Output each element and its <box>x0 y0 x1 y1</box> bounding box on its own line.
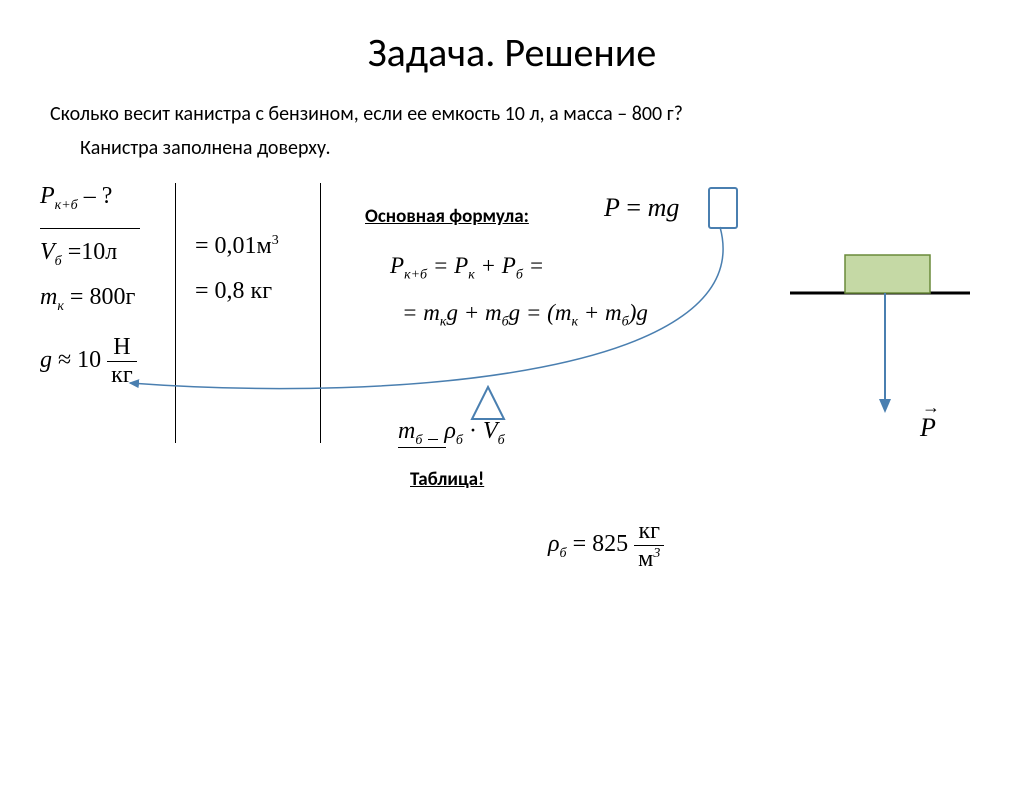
g-unit-frac: Н кг <box>107 334 137 389</box>
sub: б <box>498 433 505 448</box>
s: б <box>622 314 629 329</box>
m-conversion: = 0,8 кг <box>195 278 279 305</box>
density-unit-frac: кг м3 <box>634 518 664 573</box>
given-divider <box>40 228 140 229</box>
unit: м <box>257 233 272 259</box>
sub: к+б <box>55 198 78 213</box>
eq: = <box>620 193 648 222</box>
s: б <box>502 314 509 329</box>
exp: 3 <box>272 233 279 248</box>
val: =10л <box>62 239 118 265</box>
s: к+б <box>404 268 427 283</box>
t: )g <box>629 300 648 325</box>
val: = 800г <box>64 284 135 310</box>
t: = P <box>427 253 468 278</box>
t: = <box>523 253 544 278</box>
problem-line2: Канистра заполнена доверху. <box>80 133 984 163</box>
sym-P: P <box>40 183 55 209</box>
lhs: P <box>604 193 620 222</box>
eq-underline <box>428 439 438 440</box>
main-formula: P = mg <box>604 193 679 223</box>
den: кг <box>107 362 137 389</box>
sub: б <box>415 433 422 448</box>
t: P <box>390 253 404 278</box>
sub: б <box>55 254 62 269</box>
g-row: g ≈ 10 Н кг <box>40 334 140 389</box>
num: кг <box>634 518 664 546</box>
den: м3 <box>634 546 664 573</box>
val: = 0,01 <box>195 233 257 259</box>
t: + m <box>578 300 622 325</box>
rhs: mg <box>648 193 680 222</box>
problem-text: Сколько весит канистра с бензином, если … <box>50 99 984 163</box>
table-label: Таблица! <box>410 468 484 491</box>
t: + P <box>475 253 516 278</box>
sym-m: m <box>40 284 57 310</box>
sub: б <box>560 546 567 561</box>
mass-formula: mб ρб · Vб <box>398 418 505 449</box>
num: Н <box>107 334 137 362</box>
v: V <box>483 418 498 444</box>
val: = 825 <box>567 531 629 557</box>
qmark: – ? <box>78 183 113 209</box>
g-highlight-box <box>708 187 738 229</box>
problem-line1: Сколько весит канистра с бензином, если … <box>50 99 984 129</box>
deriv-line1: Pк+б = Pк + Pб = <box>390 243 648 290</box>
mb-underline <box>398 447 446 448</box>
val: = 0,8 кг <box>195 278 272 304</box>
conversions-block: = 0,01м3 = 0,8 кг <box>195 233 279 323</box>
s: б <box>516 268 523 283</box>
volume-row: Vб =10л <box>40 239 140 270</box>
v-conversion: = 0,01м3 <box>195 233 279 260</box>
dot: · <box>463 418 483 444</box>
rho: ρ <box>444 418 456 444</box>
sym-V: V <box>40 239 55 265</box>
density-value: ρб = 825 кг м3 <box>548 518 664 573</box>
vec-arrow-icon: → <box>922 397 940 418</box>
mass-row: mк = 800г <box>40 284 140 315</box>
t: g + m <box>446 300 501 325</box>
main-formula-label: Основная формула: <box>365 205 529 228</box>
vertical-divider-2 <box>320 183 321 443</box>
t: g = (m <box>509 300 572 325</box>
e: 3 <box>653 546 660 561</box>
given-block: Pк+б – ? Vб =10л mк = 800г g ≈ 10 Н кг <box>40 183 140 403</box>
slide-title: Задача. Решение <box>0 28 1024 77</box>
sym-g: g <box>40 347 52 373</box>
val: ≈ 10 <box>52 347 101 373</box>
rho: ρ <box>548 531 560 557</box>
b: м <box>638 546 653 572</box>
force-diagram <box>790 243 990 443</box>
t: = m <box>402 300 440 325</box>
vertical-divider-1 <box>175 183 176 443</box>
sub: б <box>456 433 463 448</box>
unknown-row: Pк+б – ? <box>40 183 140 214</box>
force-vector-label: → P <box>920 413 936 443</box>
lhs: m <box>398 418 415 444</box>
work-area: Pк+б – ? Vб =10л mк = 800г g ≈ 10 Н кг =… <box>0 173 1024 693</box>
derivation: Pк+б = Pк + Pб = = mкg + mбg = (mк + mб)… <box>390 243 648 336</box>
deriv-line2: = mкg + mбg = (mк + mб)g <box>402 290 648 337</box>
